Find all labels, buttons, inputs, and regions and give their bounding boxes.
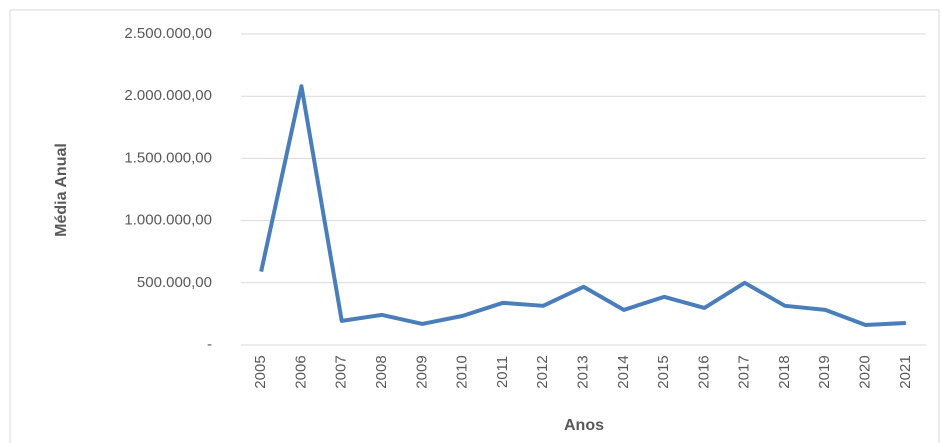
x-tick-label: 2013 (574, 355, 591, 388)
chart-frame (9, 9, 940, 443)
y-tick-label: 2.500.000,00 (124, 25, 212, 42)
x-tick-label: 2006 (292, 355, 309, 388)
x-tick-label: 2020 (857, 355, 874, 388)
x-tick-label: 2011 (494, 356, 511, 388)
y-axis-title: Média Anual (53, 143, 70, 237)
x-tick-label: 2019 (816, 355, 833, 388)
y-tick-label: 1.500.000,00 (124, 149, 212, 166)
x-tick-label: 2014 (615, 355, 632, 388)
x-tick-label: 2018 (776, 355, 793, 388)
y-tick-label: 1.000.000,00 (124, 212, 212, 229)
x-tick-label: 2009 (413, 355, 430, 388)
x-tick-label: 2008 (373, 355, 390, 388)
x-axis-title: Anos (564, 417, 604, 434)
x-tick-label: 2007 (333, 355, 350, 388)
x-tick-label: 2017 (736, 355, 753, 388)
x-tick-label: 2012 (534, 355, 551, 388)
x-tick-label: 2010 (454, 355, 471, 388)
y-tick-label: - (207, 336, 212, 353)
y-tick-label: 2.000.000,00 (124, 87, 212, 104)
x-tick-label: 2015 (655, 355, 672, 388)
x-tick-label: 2016 (695, 355, 712, 388)
x-tick-label: 2021 (897, 355, 914, 388)
x-tick-label: 2005 (252, 355, 269, 388)
y-tick-label: 500.000,00 (137, 274, 212, 291)
line (259, 84, 906, 327)
